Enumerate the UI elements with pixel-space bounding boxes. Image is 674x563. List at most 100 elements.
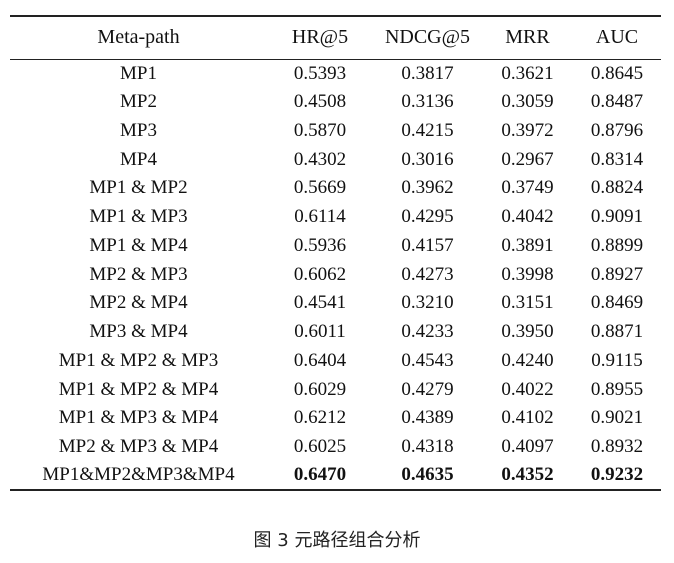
mrr-cell: 0.4022	[501, 378, 554, 400]
meta-path-cell: MP3 & MP4	[89, 321, 188, 343]
table-body: MP1 0.5393 0.3817 0.3621 0.8645 MP2 0.4508 0.31…	[10, 59, 661, 492]
meta-path-cell: MP1&MP2&MP3&MP4	[10, 461, 267, 492]
auc-cell: 0.8871	[590, 321, 644, 343]
table-row: MP1 & MP3 & MP4 0.6212 0.4389 0.4102 0.9021	[10, 404, 661, 433]
meta-path-cell: MP3	[120, 119, 157, 141]
ndcg5-cell: 0.3136	[401, 91, 454, 113]
mrr-cell: 0.2967	[501, 148, 554, 170]
ndcg5-cell: 0.3817	[401, 62, 454, 84]
ndcg5-cell: 0.4273	[401, 263, 454, 285]
mrr-cell: 0.3950	[501, 321, 554, 343]
hr5-cell: 0.4541	[293, 292, 347, 314]
table-row: MP3 & MP4 0.6011 0.4233 0.3950 0.8871	[10, 318, 661, 347]
ndcg5-cell: 0.4389	[401, 407, 454, 429]
ndcg5-cell: 0.4233	[401, 321, 454, 343]
table-row: MP4 0.4302 0.3016 0.2967 0.8314	[10, 145, 661, 174]
mrr-cell: 0.3059	[501, 91, 554, 113]
ndcg5-cell: 0.3016	[401, 148, 454, 170]
ndcg5-cell: 0.4295	[401, 206, 454, 228]
header-auc: AUC	[573, 15, 661, 60]
hr5-cell: 0.6011	[294, 321, 346, 343]
table-row: MP1 & MP3 0.6114 0.4295 0.4042 0.9091	[10, 203, 661, 232]
table-row: MP2 & MP3 0.6062 0.4273 0.3998 0.8927	[10, 260, 661, 289]
auc-cell: 0.8469	[590, 292, 644, 314]
table-row: MP2 & MP4 0.4541 0.3210 0.3151 0.8469	[10, 289, 661, 318]
meta-path-cell: MP1 & MP4	[89, 234, 188, 256]
meta-path-cell: MP4	[120, 148, 157, 170]
auc-cell: 0.9232	[573, 461, 661, 492]
header-hr5: HR@5	[267, 15, 373, 60]
meta-path-cell: MP1	[120, 62, 157, 84]
mrr-cell: 0.4097	[501, 436, 554, 458]
ndcg5-cell: 0.4543	[401, 349, 454, 371]
meta-path-cell: MP2 & MP4	[89, 292, 188, 314]
auc-cell: 0.9115	[591, 349, 643, 371]
hr5-cell: 0.6404	[293, 349, 347, 371]
meta-path-results-table: Meta-path HR@5 NDCG@5 MRR AUC MP1 0.5393 0…	[10, 15, 661, 492]
auc-cell: 0.8927	[590, 263, 644, 285]
ndcg5-cell: 0.4635	[373, 461, 482, 492]
meta-path-cell: MP2	[120, 91, 157, 113]
table-row: MP2 0.4508 0.3136 0.3059 0.8487	[10, 88, 661, 117]
mrr-cell: 0.3998	[501, 263, 554, 285]
hr5-cell: 0.6025	[293, 436, 347, 458]
meta-path-cell: MP1 & MP2 & MP3	[58, 349, 219, 371]
ndcg5-cell: 0.3210	[401, 292, 454, 314]
results-table-container: Meta-path HR@5 NDCG@5 MRR AUC MP1 0.5393 0…	[10, 15, 661, 492]
hr5-cell: 0.5669	[293, 177, 347, 199]
hr5-cell: 0.5936	[293, 234, 347, 256]
header-mrr: MRR	[482, 15, 573, 60]
auc-cell: 0.8955	[590, 378, 644, 400]
auc-cell: 0.8314	[590, 148, 644, 170]
meta-path-cell: MP1 & MP3	[89, 206, 188, 228]
auc-cell: 0.8487	[590, 91, 644, 113]
mrr-cell: 0.3972	[501, 119, 554, 141]
table-row: MP1 & MP2 & MP3 0.6404 0.4543 0.4240 0.9115	[10, 347, 661, 376]
hr5-cell: 0.5870	[293, 119, 347, 141]
hr5-cell: 0.6470	[267, 461, 373, 492]
auc-cell: 0.8899	[590, 234, 644, 256]
mrr-cell: 0.4240	[501, 349, 554, 371]
meta-path-cell: MP1 & MP3 & MP4	[58, 407, 219, 429]
auc-cell: 0.8824	[590, 177, 644, 199]
table-row: MP1 & MP2 & MP4 0.6029 0.4279 0.4022 0.8955	[10, 375, 661, 404]
table-row: MP1 & MP2 0.5669 0.3962 0.3749 0.8824	[10, 174, 661, 203]
table-header-row: Meta-path HR@5 NDCG@5 MRR AUC	[10, 15, 661, 60]
ndcg5-cell: 0.4157	[401, 234, 454, 256]
hr5-cell: 0.5393	[293, 62, 347, 84]
meta-path-cell: MP1 & MP2	[89, 177, 188, 199]
auc-cell: 0.8645	[590, 62, 644, 84]
mrr-cell: 0.3749	[501, 177, 554, 199]
ndcg5-cell: 0.4318	[401, 436, 454, 458]
ndcg5-cell: 0.3962	[401, 177, 454, 199]
ndcg5-cell: 0.4279	[401, 378, 454, 400]
mrr-cell: 0.4102	[501, 407, 554, 429]
hr5-cell: 0.4302	[293, 148, 347, 170]
table-row: MP1&MP2&MP3&MP4 0.6470 0.4635 0.4352 0.9232	[10, 461, 661, 492]
hr5-cell: 0.6029	[293, 378, 347, 400]
header-meta-path: Meta-path	[10, 15, 267, 60]
table-row: MP1 & MP4 0.5936 0.4157 0.3891 0.8899	[10, 232, 661, 261]
meta-path-cell: MP2 & MP3	[89, 263, 188, 285]
hr5-cell: 0.6062	[293, 263, 347, 285]
table-row: MP2 & MP3 & MP4 0.6025 0.4318 0.4097 0.8932	[10, 433, 661, 462]
mrr-cell: 0.3621	[501, 62, 554, 84]
meta-path-cell: MP2 & MP3 & MP4	[58, 436, 219, 458]
meta-path-cell: MP1 & MP2 & MP4	[58, 378, 219, 400]
hr5-cell: 0.4508	[293, 91, 347, 113]
table-row: MP1 0.5393 0.3817 0.3621 0.8645	[10, 59, 661, 88]
auc-cell: 0.9021	[590, 407, 644, 429]
hr5-cell: 0.6212	[293, 407, 347, 429]
auc-cell: 0.9091	[590, 206, 644, 228]
header-ndcg5: NDCG@5	[373, 15, 482, 60]
figure-caption: 图 3 元路径组合分析	[253, 530, 421, 551]
auc-cell: 0.8932	[590, 436, 644, 458]
hr5-cell: 0.6114	[294, 206, 346, 228]
mrr-cell: 0.4042	[501, 206, 554, 228]
mrr-cell: 0.3891	[501, 234, 554, 256]
mrr-cell: 0.4352	[482, 461, 573, 492]
auc-cell: 0.8796	[590, 119, 644, 141]
ndcg5-cell: 0.4215	[401, 119, 454, 141]
mrr-cell: 0.3151	[501, 292, 554, 314]
table-row: MP3 0.5870 0.4215 0.3972 0.8796	[10, 117, 661, 146]
